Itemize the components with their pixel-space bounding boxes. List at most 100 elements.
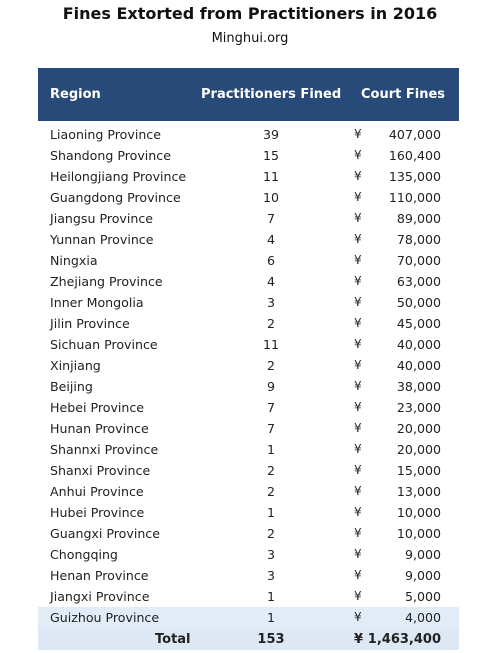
cell-practitioners: 39 [262,127,280,142]
table-row: Ningxia 6 ¥70,000 [38,250,459,271]
cell-region: Guangxi Province [50,526,160,541]
cell-currency-symbol: ¥ [354,253,362,267]
table-row: Jiangxi Province 1 ¥5,000 [38,586,459,607]
cell-practitioners: 11 [262,169,280,184]
cell-fine: 63,000 [396,274,441,289]
cell-region: Yunnan Province [50,232,154,247]
cell-practitioners: 2 [266,526,275,541]
cell-fine: 78,000 [396,232,441,247]
cell-currency-symbol: ¥ [354,484,362,498]
cell-fine: 50,000 [396,295,441,310]
cell-fine: 9,000 [404,568,441,583]
cell-practitioners: 4 [266,274,275,289]
cell-fine: 23,000 [396,400,441,415]
cell-region: Guangdong Province [50,190,181,205]
cell-currency-symbol: ¥ [354,316,362,330]
cell-fine: 89,000 [396,211,441,226]
table-row: Heilongjiang Province 11 ¥135,000 [38,166,459,187]
cell-currency-symbol: ¥ [354,379,362,393]
cell-currency-symbol: ¥ [354,547,362,561]
cell-region: Shannxi Province [50,442,159,457]
cell-region: Zhejiang Province [50,274,163,289]
cell-fine: 10,000 [396,526,441,541]
cell-region: Heilongjiang Province [50,169,187,184]
cell-region: Jiangxi Province [50,589,150,604]
cell-region: Henan Province [50,568,149,583]
cell-fine: 20,000 [396,421,441,436]
cell-currency-symbol: ¥ [354,190,362,204]
table-row: Hebei Province 7 ¥23,000 [38,397,459,418]
total-row: Total 153 ¥ 1,463,400 [38,628,459,650]
cell-region: Shanxi Province [50,463,151,478]
cell-fine: 40,000 [396,358,441,373]
cell-region: Jilin Province [50,316,130,331]
table-row: Liaoning Province 39 ¥407,000 [38,124,459,145]
cell-fine: 5,000 [404,589,441,604]
cell-region: Ningxia [50,253,98,268]
cell-fine: 40,000 [396,337,441,352]
cell-fine: 20,000 [396,442,441,457]
cell-currency-symbol: ¥ [354,169,362,183]
cell-region: Liaoning Province [50,127,161,142]
cell-fine: 70,000 [396,253,441,268]
cell-currency-symbol: ¥ [354,358,362,372]
cell-currency-symbol: ¥ [354,568,362,582]
table-row: Zhejiang Province 4 ¥63,000 [38,271,459,292]
cell-practitioners: 11 [262,337,280,352]
total-currency-symbol: ¥ [354,632,364,647]
fines-table: Region Practitioners Fined Court Fines L… [38,68,459,650]
total-count: 153 [257,632,285,647]
table-row: Henan Province 3 ¥9,000 [38,565,459,586]
total-label: Total [155,632,191,647]
cell-practitioners: 2 [266,463,275,478]
table-row: Jilin Province 2 ¥45,000 [38,313,459,334]
cell-practitioners: 2 [266,358,275,373]
cell-currency-symbol: ¥ [354,463,362,477]
cell-region: Hebei Province [50,400,145,415]
cell-currency-symbol: ¥ [354,148,362,162]
cell-fine: 160,400 [388,148,441,163]
cell-practitioners: 1 [266,505,275,520]
cell-region: Hubei Province [50,505,145,520]
table-row: Guangxi Province 2 ¥10,000 [38,523,459,544]
table-row: Yunnan Province 4 ¥78,000 [38,229,459,250]
cell-fine: 4,000 [404,610,441,625]
cell-currency-symbol: ¥ [354,211,362,225]
table-header: Region Practitioners Fined Court Fines [38,68,459,121]
cell-currency-symbol: ¥ [354,295,362,309]
cell-practitioners: 7 [266,400,275,415]
cell-currency-symbol: ¥ [354,127,362,141]
cell-practitioners: 6 [266,253,275,268]
cell-practitioners: 7 [266,421,275,436]
source-label: Minghui.org [211,31,289,46]
cell-currency-symbol: ¥ [354,610,362,624]
cell-currency-symbol: ¥ [354,232,362,246]
table-row: Hunan Province 7 ¥20,000 [38,418,459,439]
cell-currency-symbol: ¥ [354,337,362,351]
cell-currency-symbol: ¥ [354,589,362,603]
cell-fine: 13,000 [396,484,441,499]
cell-practitioners: 2 [266,484,275,499]
cell-fine: 110,000 [388,190,441,205]
total-fine: 1,463,400 [367,632,441,647]
cell-practitioners: 15 [262,148,280,163]
column-header-fines: Court Fines [361,87,446,102]
cell-region: Shandong Province [50,148,171,163]
table-row: Guizhou Province 1 ¥4,000 [38,607,459,628]
table-row: Beijing 9 ¥38,000 [38,376,459,397]
table-row: Sichuan Province 11 ¥40,000 [38,334,459,355]
cell-practitioners: 10 [262,190,280,205]
table-row: Shannxi Province 1 ¥20,000 [38,439,459,460]
cell-fine: 135,000 [388,169,441,184]
cell-fine: 9,000 [404,547,441,562]
cell-practitioners: 3 [266,295,275,310]
cell-region: Anhui Province [50,484,144,499]
column-header-region: Region [50,87,101,102]
table-row: Shandong Province 15 ¥160,400 [38,145,459,166]
table-row: Chongqing 3 ¥9,000 [38,544,459,565]
cell-practitioners: 1 [266,610,275,625]
cell-region: Chongqing [50,547,118,562]
cell-fine: 45,000 [396,316,441,331]
cell-region: Guizhou Province [50,610,160,625]
cell-region: Sichuan Province [50,337,158,352]
